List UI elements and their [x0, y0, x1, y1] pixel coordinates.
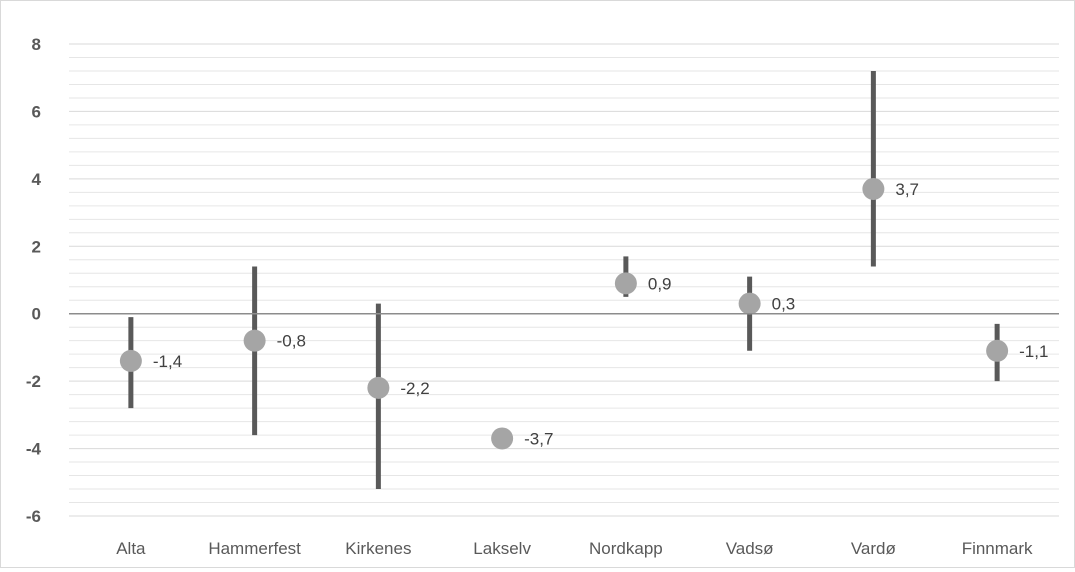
- y-tick-label: 4: [32, 170, 42, 189]
- data-label: 0,3: [772, 295, 796, 314]
- range-layer: [128, 70, 1000, 490]
- data-point-marker: [119, 349, 142, 372]
- data-point-marker: [367, 376, 390, 399]
- y-tick-label: -4: [26, 440, 42, 459]
- marker-layer: [119, 177, 1009, 450]
- x-tick-label: Vardø: [851, 539, 896, 558]
- y-tick-label: 0: [32, 305, 41, 324]
- x-tick-label: Lakselv: [473, 539, 531, 558]
- data-label: 0,9: [648, 274, 672, 293]
- data-label: 3,7: [895, 180, 919, 199]
- y-tick-label: 6: [32, 102, 41, 121]
- y-tick-label: 8: [32, 35, 41, 54]
- data-label: -0,8: [277, 332, 306, 351]
- x-tick-label: Nordkapp: [589, 539, 663, 558]
- x-tick-label: Hammerfest: [208, 539, 301, 558]
- data-point-marker: [738, 292, 761, 315]
- data-label: -1,4: [153, 352, 182, 371]
- data-point-marker: [862, 177, 885, 200]
- x-tick-label: Kirkenes: [345, 539, 411, 558]
- data-label: -2,2: [400, 379, 429, 398]
- axis-layer: -6 -4 -2 0 2 4 6 8 Alta Hammerfest Kirkenes Lakselv…: [26, 35, 1059, 558]
- x-tick-label: Finnmark: [962, 539, 1033, 558]
- y-tick-label: -6: [26, 507, 41, 526]
- x-tick-label: Alta: [116, 539, 146, 558]
- y-tick-label: -2: [26, 372, 41, 391]
- data-point-marker: [986, 339, 1009, 362]
- data-label: -1,1: [1019, 342, 1048, 361]
- data-point-marker: [614, 272, 637, 295]
- grid-layer: [69, 43, 1059, 517]
- y-tick-label: 2: [32, 237, 41, 256]
- data-point-marker: [243, 329, 266, 352]
- x-tick-label: Vadsø: [726, 539, 774, 558]
- data-label: -3,7: [524, 429, 553, 448]
- label-layer: -1,4 -0,8 -2,2 -3,7 0,9 0,3 3,7 -1,1: [153, 180, 1049, 448]
- data-point-marker: [491, 427, 514, 450]
